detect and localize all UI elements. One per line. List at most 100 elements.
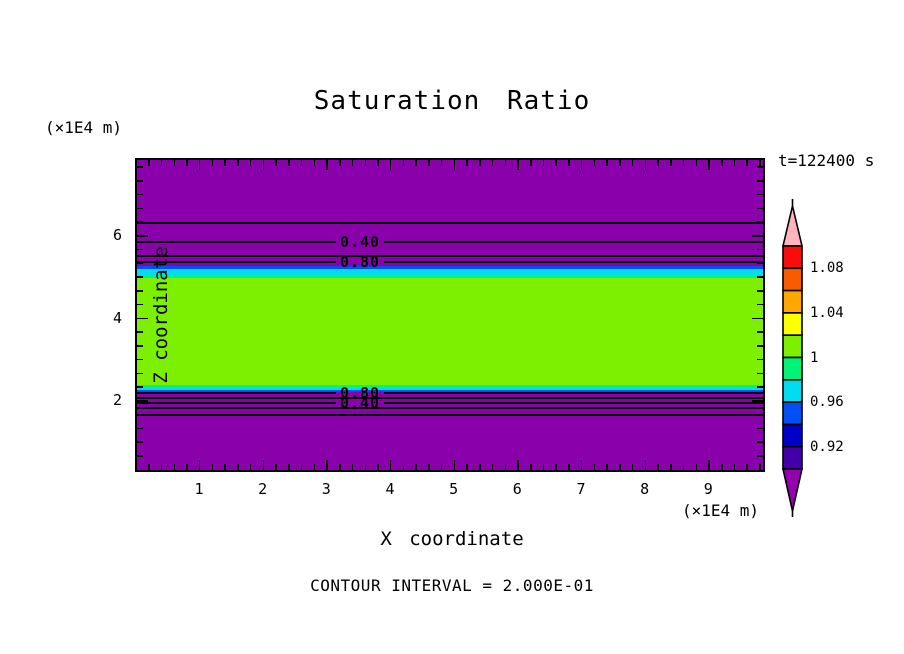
contour-line (137, 402, 336, 404)
x-tick-label: 6 (512, 480, 522, 498)
tick-mark (606, 464, 608, 470)
colorbar-segment (782, 312, 803, 337)
colorbar-arrow (781, 205, 804, 247)
tick-mark (137, 358, 143, 361)
tick-mark (137, 235, 148, 237)
tick-mark (555, 160, 557, 166)
x-tick-label: 4 (385, 480, 395, 498)
tick-mark (137, 386, 143, 388)
tick-mark (708, 460, 710, 470)
contour-line (137, 407, 763, 409)
tick-mark (479, 160, 481, 166)
colorbar (781, 199, 804, 517)
tick-mark (137, 180, 143, 182)
tick-mark (275, 160, 277, 166)
tick-mark (453, 160, 456, 170)
tick-mark (593, 160, 596, 166)
tick-mark (249, 160, 252, 166)
colorbar-tick-label: 0.96 (810, 394, 844, 411)
tick-mark (757, 193, 763, 196)
tick-mark (757, 248, 763, 251)
tick-mark (555, 464, 557, 470)
tick-mark (173, 464, 176, 470)
y-tick-label: 6 (112, 226, 122, 244)
upper-cyan-stripe (137, 269, 763, 275)
tick-mark (137, 248, 143, 251)
tick-mark (198, 460, 201, 470)
tick-mark (568, 464, 570, 470)
contour-interval-note: CONTOUR INTERVAL = 2.000E-01 (310, 576, 594, 595)
contour-line (137, 241, 336, 243)
tick-mark (440, 464, 443, 470)
tick-mark (757, 372, 763, 374)
contour-label: 0.80 (339, 384, 381, 402)
tick-mark (211, 464, 214, 470)
tick-mark (137, 303, 143, 306)
tick-mark (746, 464, 748, 470)
tick-mark (568, 160, 570, 166)
tick-mark (186, 160, 188, 166)
tick-mark (757, 413, 763, 416)
center-chartreuse-band (137, 278, 763, 385)
tick-mark (137, 441, 143, 443)
tick-mark (733, 160, 736, 166)
colorbar-segment (782, 356, 803, 381)
time-annotation: t=122400 s (778, 151, 875, 170)
tick-mark (428, 160, 430, 166)
colorbar-tick-label: 1.04 (810, 304, 844, 321)
tick-mark (619, 160, 621, 166)
tick-mark (757, 207, 763, 209)
tick-mark (339, 464, 341, 470)
tick-mark (137, 207, 143, 209)
y-tick-label: 2 (112, 391, 122, 409)
colorbar-arrow (781, 468, 804, 512)
tick-mark (504, 160, 507, 166)
x-axis-title: X coordinate (380, 528, 524, 550)
colorbar-segment (782, 401, 803, 426)
tick-mark (402, 464, 405, 470)
tick-mark (746, 160, 748, 166)
tick-mark (757, 166, 763, 168)
tick-mark (631, 160, 634, 166)
colorbar-segment (782, 379, 803, 403)
tick-mark (733, 464, 736, 470)
tick-mark (237, 160, 239, 166)
tick-mark (466, 464, 468, 470)
tick-mark (148, 464, 150, 470)
x-tick-label: 8 (640, 480, 650, 498)
tick-mark (631, 464, 634, 470)
plot-area: 0.40 0.80 0.80 0.40 (135, 158, 765, 472)
tick-mark (757, 441, 763, 443)
lower-cyan-stripe (137, 387, 763, 390)
contour-label: 0.80 (339, 253, 381, 271)
tick-mark (137, 413, 143, 416)
tick-mark (402, 160, 405, 166)
tick-mark (757, 386, 763, 388)
tick-mark (757, 262, 763, 264)
contour-line (384, 402, 763, 404)
tick-mark (440, 160, 443, 166)
tick-mark (757, 221, 763, 223)
tick-mark (377, 160, 379, 166)
tick-mark (682, 464, 685, 470)
tick-mark (326, 160, 328, 170)
tick-mark (670, 160, 672, 166)
tick-mark (237, 464, 239, 470)
tick-mark (137, 262, 143, 264)
colorbar-tick-label: 1 (810, 349, 819, 366)
tick-mark (198, 160, 201, 170)
contour-line (137, 261, 336, 263)
tick-mark (757, 455, 763, 457)
tick-mark (377, 464, 379, 470)
contour-line (384, 261, 763, 263)
tick-mark (173, 160, 176, 166)
tick-mark (479, 464, 481, 470)
tick-mark (757, 358, 763, 361)
tick-mark (491, 160, 494, 166)
tick-mark (313, 464, 316, 470)
x-tick-label: 7 (576, 480, 586, 498)
tick-mark (300, 464, 303, 470)
tick-mark (137, 193, 143, 196)
tick-mark (300, 160, 303, 166)
tick-mark (759, 160, 761, 166)
